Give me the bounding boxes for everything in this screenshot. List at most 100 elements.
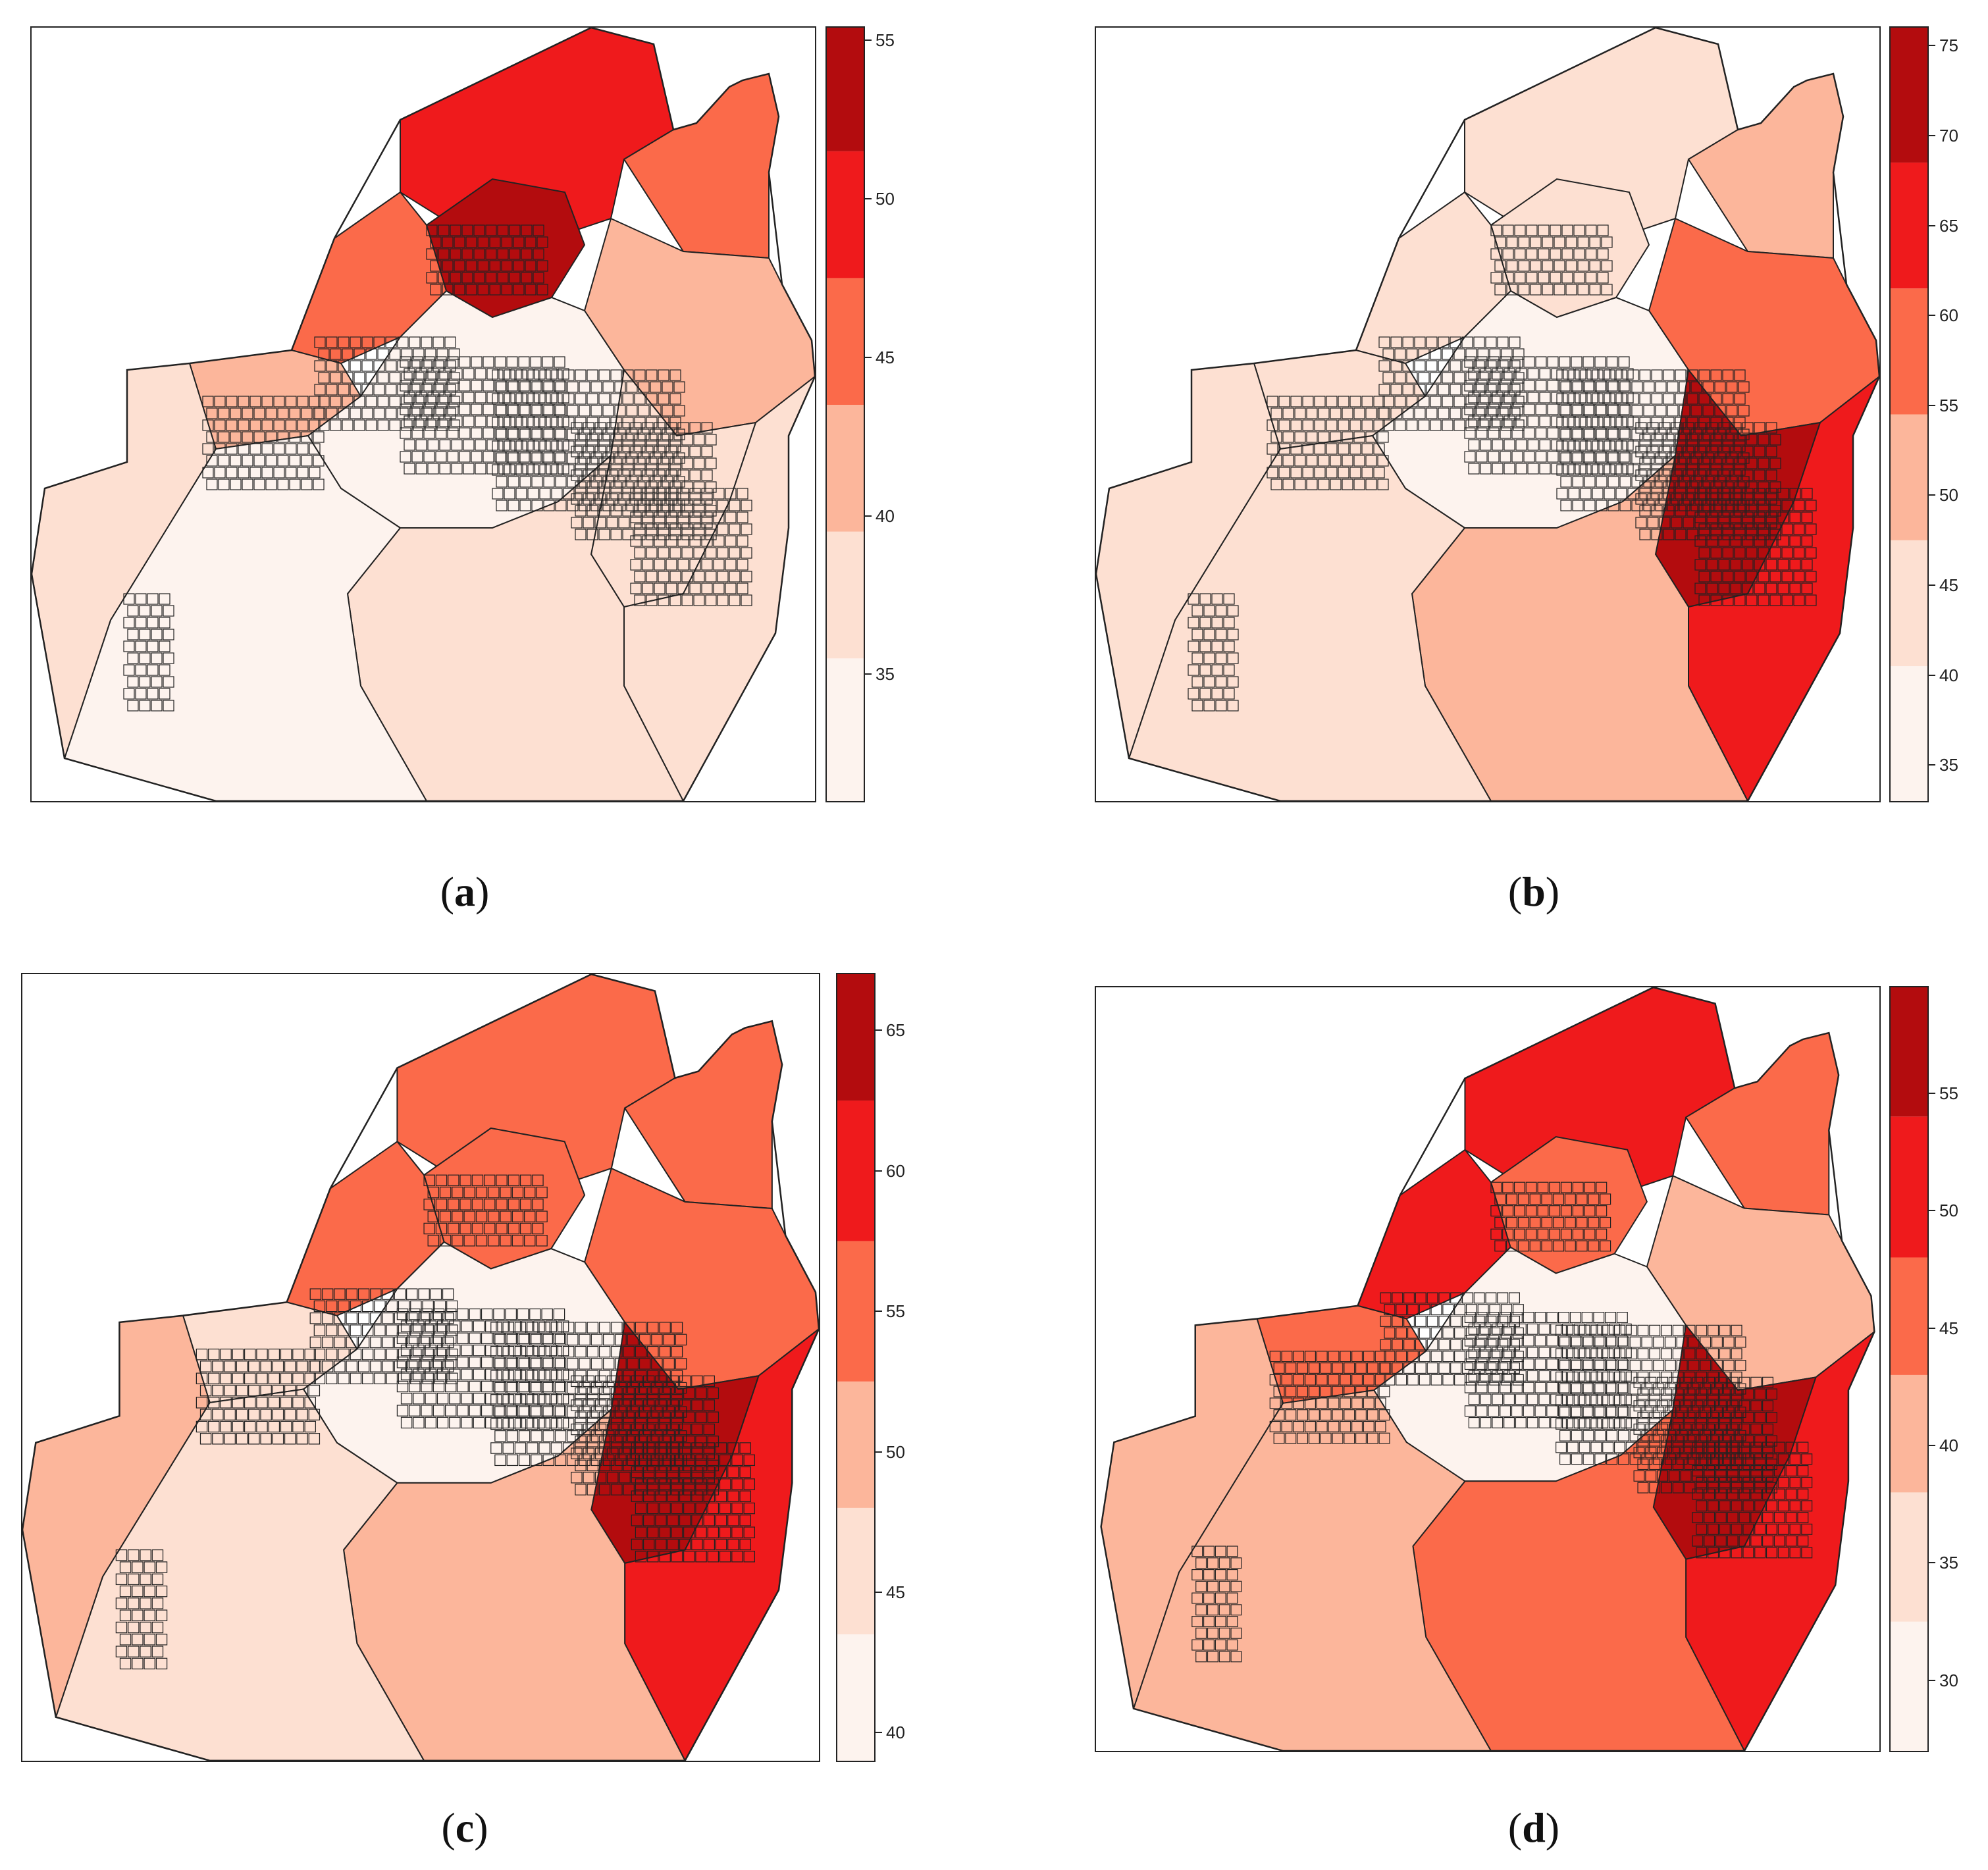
census-block bbox=[232, 1348, 244, 1361]
census-block bbox=[705, 500, 717, 511]
census-block bbox=[659, 1411, 671, 1423]
census-block bbox=[212, 1409, 224, 1420]
census-block bbox=[646, 393, 658, 405]
census-block bbox=[1546, 1359, 1558, 1370]
legend-tick-label: 60 bbox=[886, 1160, 905, 1181]
census-block bbox=[594, 517, 606, 529]
census-block bbox=[1722, 594, 1734, 606]
census-block bbox=[1490, 248, 1502, 260]
census-block bbox=[1517, 1240, 1529, 1252]
census-block bbox=[1430, 419, 1442, 431]
census-block bbox=[607, 1375, 619, 1388]
census-block bbox=[1754, 469, 1766, 481]
census-block bbox=[675, 1358, 687, 1370]
census-block bbox=[669, 594, 681, 606]
census-block bbox=[1195, 1627, 1207, 1639]
census-block bbox=[1207, 1580, 1218, 1592]
census-block bbox=[1602, 1395, 1614, 1407]
census-block bbox=[1730, 559, 1742, 571]
census-block bbox=[309, 443, 321, 455]
census-block bbox=[693, 571, 705, 583]
census-block bbox=[475, 1210, 488, 1222]
census-block bbox=[277, 479, 289, 490]
census-block bbox=[123, 617, 135, 629]
census-block bbox=[135, 593, 147, 605]
census-block bbox=[1571, 1336, 1583, 1348]
census-block bbox=[318, 372, 330, 384]
census-block bbox=[410, 1348, 422, 1361]
census-block bbox=[1390, 360, 1402, 372]
census-block bbox=[285, 443, 297, 455]
census-block bbox=[1766, 469, 1777, 481]
census-block bbox=[1722, 547, 1734, 559]
census-block bbox=[475, 368, 486, 380]
census-block bbox=[1613, 1441, 1625, 1453]
census-block bbox=[646, 457, 658, 469]
census-block bbox=[1207, 1604, 1218, 1616]
census-block bbox=[426, 272, 438, 284]
census-block bbox=[232, 1420, 244, 1433]
census-block bbox=[496, 381, 508, 393]
census-block bbox=[314, 384, 326, 396]
census-block bbox=[1396, 1374, 1407, 1386]
census-block bbox=[450, 272, 461, 284]
census-block bbox=[531, 1334, 542, 1346]
census-block bbox=[1223, 664, 1235, 676]
census-block bbox=[1651, 481, 1663, 493]
census-block bbox=[683, 1526, 695, 1538]
census-block bbox=[729, 571, 741, 583]
census-block bbox=[1290, 443, 1302, 455]
census-block bbox=[1577, 284, 1589, 296]
census-block bbox=[701, 422, 713, 434]
census-block bbox=[1541, 1216, 1553, 1228]
census-block bbox=[1541, 1193, 1553, 1205]
census-block bbox=[409, 1380, 421, 1393]
census-block bbox=[1453, 419, 1465, 431]
census-block bbox=[249, 467, 261, 479]
census-block bbox=[232, 1397, 244, 1409]
census-block bbox=[377, 348, 389, 360]
census-block bbox=[401, 419, 413, 431]
census-block bbox=[1353, 455, 1365, 467]
census-block bbox=[449, 1393, 461, 1405]
census-block bbox=[1377, 431, 1389, 443]
census-block bbox=[504, 464, 515, 476]
census-block bbox=[1698, 500, 1710, 511]
census-block bbox=[1758, 594, 1769, 606]
census-block bbox=[226, 396, 238, 407]
census-block bbox=[321, 1361, 334, 1372]
census-block bbox=[508, 405, 519, 417]
census-block bbox=[1567, 1371, 1579, 1383]
census-block bbox=[373, 360, 385, 372]
census-block bbox=[1281, 1374, 1293, 1386]
census-block bbox=[1608, 476, 1619, 488]
census-block bbox=[144, 1634, 155, 1646]
census-block bbox=[1789, 535, 1801, 547]
census-block bbox=[1442, 419, 1453, 431]
region-north-west bbox=[1355, 191, 1512, 365]
census-block bbox=[669, 481, 681, 493]
census-block bbox=[1402, 336, 1414, 348]
census-block bbox=[519, 452, 531, 464]
census-block bbox=[743, 1454, 755, 1467]
census-block bbox=[1511, 356, 1523, 368]
census-block bbox=[1316, 1374, 1328, 1386]
census-block bbox=[693, 457, 705, 469]
census-block bbox=[373, 336, 385, 348]
legend-tick bbox=[1927, 584, 1935, 586]
census-block bbox=[1777, 535, 1789, 547]
census-block bbox=[423, 451, 435, 463]
census-block bbox=[1657, 1447, 1669, 1459]
census-block bbox=[163, 700, 174, 712]
census-block bbox=[1627, 393, 1639, 405]
census-block bbox=[1504, 392, 1515, 403]
census-block bbox=[1639, 481, 1651, 493]
census-block bbox=[1230, 1580, 1242, 1592]
census-block bbox=[1504, 368, 1515, 380]
census-block bbox=[1454, 1327, 1466, 1339]
census-block bbox=[374, 1324, 386, 1336]
census-block bbox=[1742, 1547, 1754, 1559]
census-block bbox=[631, 1442, 643, 1454]
census-block bbox=[1523, 403, 1535, 415]
census-block bbox=[508, 381, 519, 393]
